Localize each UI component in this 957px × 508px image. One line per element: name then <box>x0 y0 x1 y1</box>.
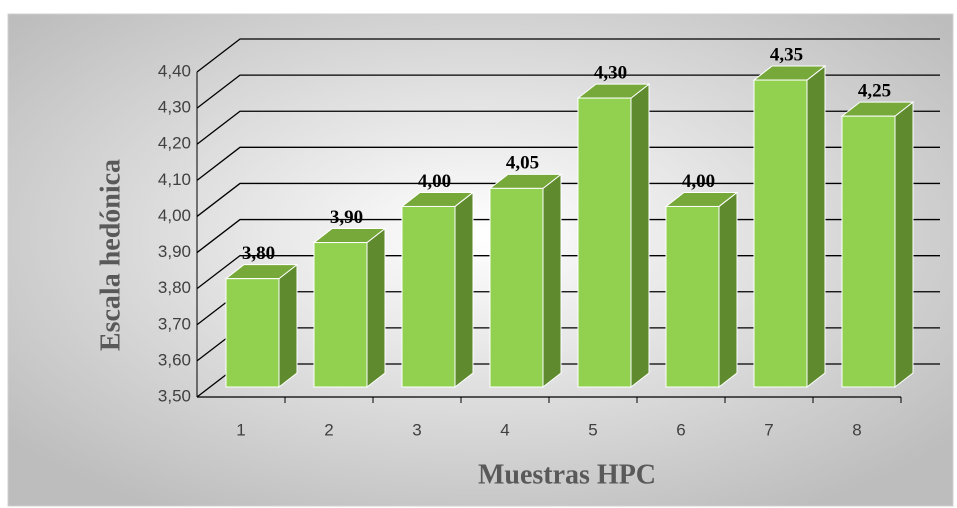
bar <box>401 205 456 388</box>
y-tick-label: 3,50 <box>158 386 191 405</box>
bar-side <box>542 173 562 389</box>
bar-side <box>718 191 738 389</box>
grid-line <box>196 146 940 181</box>
value-label: 3,80 <box>242 243 275 264</box>
bar <box>753 79 808 388</box>
x-tick-label: 5 <box>588 420 597 439</box>
value-label: 4,05 <box>506 153 539 174</box>
y-tick-label: 4,00 <box>158 206 191 225</box>
x-axis-title: Muestras HPC <box>478 459 656 490</box>
bar-side <box>630 83 650 389</box>
bar-side <box>894 101 914 389</box>
bar <box>489 187 544 388</box>
x-tick-label: 6 <box>676 420 685 439</box>
y-tick-label: 4,10 <box>158 170 191 189</box>
y-tick-label: 4,40 <box>158 61 191 80</box>
bar <box>665 205 720 388</box>
grid-line <box>196 182 940 217</box>
y-tick-label: 3,60 <box>158 350 191 369</box>
x-tick-label: 3 <box>412 420 421 439</box>
y-tick-label: 3,90 <box>158 242 191 261</box>
bar-side <box>806 65 826 389</box>
value-label: 4,30 <box>594 62 627 83</box>
bar <box>577 97 632 388</box>
x-tick-label: 2 <box>324 420 333 439</box>
value-label: 4,00 <box>418 171 451 192</box>
x-tick-label: 7 <box>764 420 773 439</box>
bar <box>225 278 280 388</box>
bar-side <box>454 191 474 389</box>
y-tick-label: 4,20 <box>158 134 191 153</box>
grid-line <box>196 110 940 145</box>
value-label: 4,00 <box>682 171 715 192</box>
value-label: 4,35 <box>770 44 803 65</box>
x-tick-label: 8 <box>852 420 861 439</box>
bar-side <box>366 227 386 389</box>
grid-line <box>196 74 940 109</box>
y-tick-label: 3,70 <box>158 314 191 333</box>
x-tick-label: 4 <box>500 420 509 439</box>
y-tick-label: 3,80 <box>158 278 191 297</box>
y-axis-title: Escala hedónica <box>95 159 126 351</box>
bar <box>841 115 896 388</box>
bar-side <box>278 263 298 389</box>
y-tick-label: 4,30 <box>158 98 191 117</box>
bar <box>313 242 368 388</box>
value-label: 4,25 <box>858 81 891 102</box>
x-tick-label: 1 <box>236 420 245 439</box>
value-label: 3,90 <box>330 207 363 228</box>
grid-line <box>196 38 940 73</box>
